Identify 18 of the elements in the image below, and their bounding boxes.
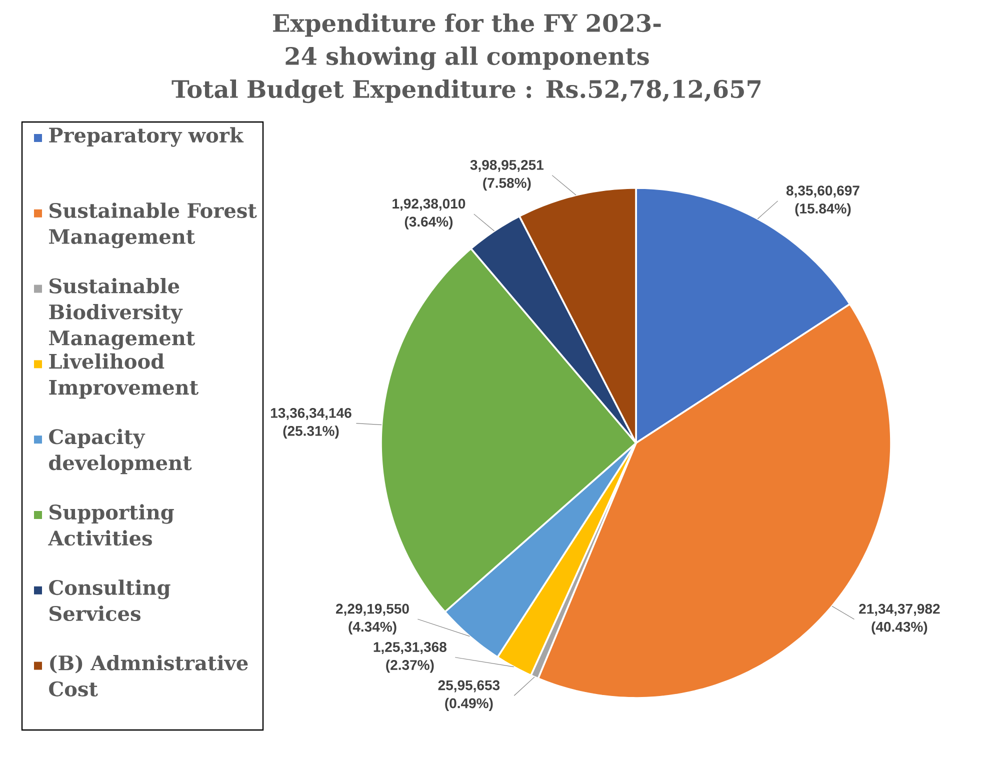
legend-label: Livelihood Improvement bbox=[49, 353, 198, 399]
legend-label: Preparatory work bbox=[49, 127, 244, 147]
legend-label: (B) Admnistrative Cost bbox=[49, 654, 248, 696]
chart-subtitle: Total Budget Expenditure : Rs.52,78,12,657 bbox=[172, 80, 760, 104]
legend-label: Sustainable Biodiversity Management bbox=[49, 278, 196, 350]
legend-label: Sustainable Forest Management bbox=[49, 202, 257, 248]
data-label: 13,36,34,146 (25.31%) bbox=[271, 408, 352, 439]
data-label: 25,95,653 (0.49%) bbox=[438, 680, 500, 711]
legend-label: Capacity development bbox=[49, 428, 192, 474]
data-label: 1,92,38,010 (3.64%) bbox=[392, 198, 466, 230]
data-label: 1,25,31,368 (2.37%) bbox=[374, 642, 446, 673]
legend-label: Supporting Activities bbox=[48, 504, 174, 546]
data-label: 3,98,95,251 (7.58%) bbox=[470, 160, 544, 191]
chart-title: Expenditure for the FY 2023-24 showing all components bbox=[273, 14, 661, 70]
data-label: 8,35,60,697 (15.84%) bbox=[786, 186, 860, 216]
data-label: 2,29,19,550 (4.34%) bbox=[336, 604, 409, 634]
legend-label: Consulting Services bbox=[49, 580, 170, 622]
data-label: 21,34,37,982 (40.43%) bbox=[859, 604, 940, 635]
